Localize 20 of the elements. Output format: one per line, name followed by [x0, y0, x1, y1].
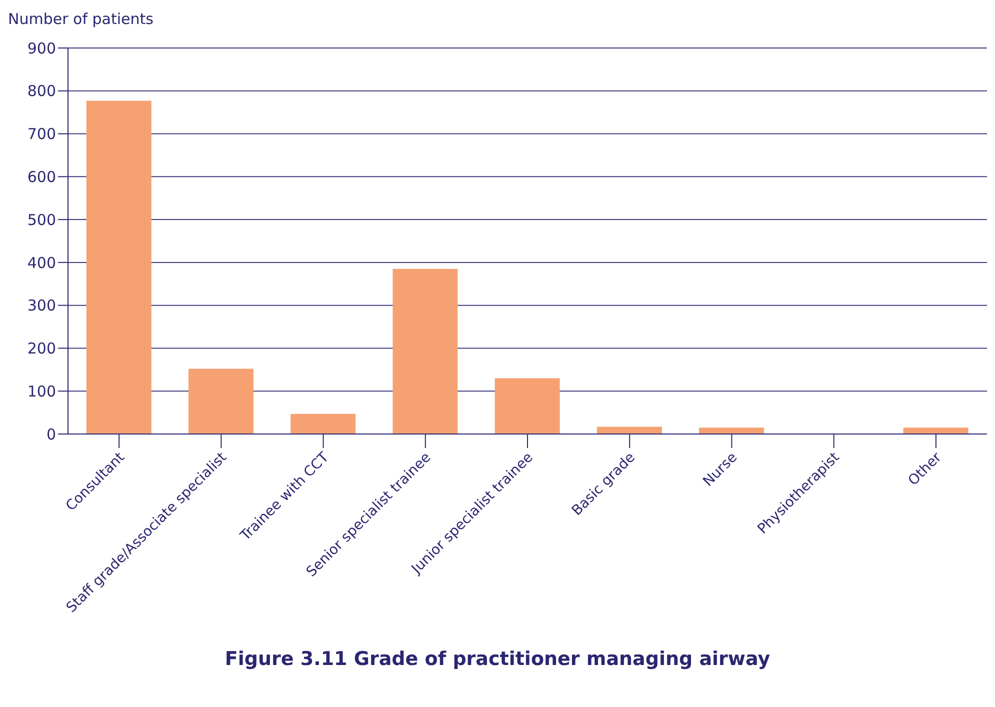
y-tick-label: 700	[27, 125, 56, 144]
bar	[699, 428, 764, 434]
y-tick-label: 200	[27, 340, 56, 358]
bar	[596, 426, 662, 434]
text: Figure 3.11 Grade of practitioner managing airway	[224, 648, 772, 670]
y-tick-label: 500	[27, 210, 56, 229]
bar	[903, 428, 968, 434]
bar	[188, 368, 254, 434]
bar	[86, 100, 152, 434]
bar	[494, 378, 560, 434]
y-tick-label: 100	[27, 382, 56, 400]
y-tick-label: 0	[46, 425, 56, 444]
y-tick-label: 800	[27, 82, 56, 100]
bar	[392, 268, 458, 434]
y-tick-label: 600	[27, 168, 56, 186]
bar	[290, 414, 356, 434]
y-axis-title: Number of patients	[8, 9, 154, 30]
y-tick-label: 900	[27, 39, 56, 58]
y-tick-label: 300	[27, 296, 56, 315]
y-tick-label: 400	[27, 254, 56, 272]
